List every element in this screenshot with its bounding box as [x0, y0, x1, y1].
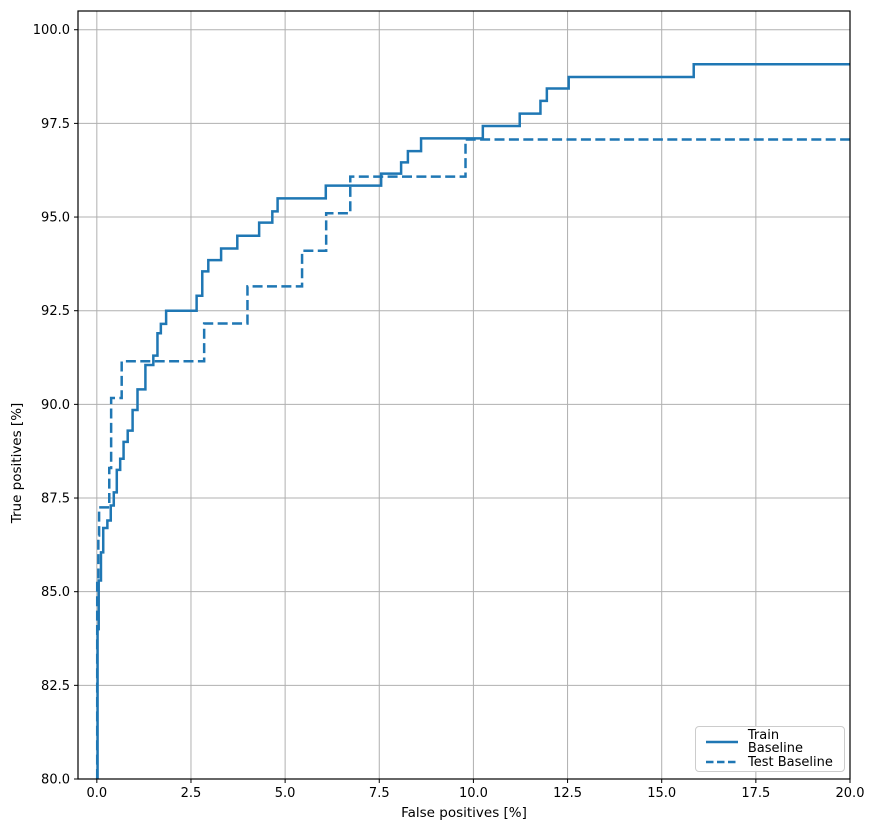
series-train-baseline [96, 62, 850, 779]
y-tick-label: 95.0 [41, 211, 70, 226]
y-tick-label: 90.0 [41, 398, 70, 413]
legend-solid-line-icon [706, 741, 738, 744]
legend-dashed-line-icon [706, 760, 738, 764]
legend-label-train-baseline: Train Baseline [747, 728, 803, 757]
y-tick-label: 80.0 [41, 773, 70, 788]
y-tick-label: 85.0 [41, 585, 70, 600]
legend-label-test-baseline: Test Baseline [748, 754, 833, 770]
x-tick-label: 7.5 [369, 786, 390, 801]
legend-item-test-baseline: Test Baseline [705, 756, 838, 769]
x-tick-label: 12.5 [553, 786, 582, 801]
x-tick-label: 17.5 [741, 786, 770, 801]
x-tick-label: 15.0 [647, 786, 676, 801]
legend-item-train-baseline: Train Baseline [705, 729, 838, 755]
x-tick-label: 5.0 [275, 786, 296, 801]
y-tick-label: 97.5 [41, 117, 70, 132]
series-test-baseline [95, 138, 850, 779]
x-tick-label: 0.0 [86, 786, 107, 801]
y-tick-label: 82.5 [41, 679, 70, 694]
plot-border [77, 10, 851, 780]
y-tick-label: 87.5 [41, 492, 70, 507]
x-axis-title: False positives [%] [401, 805, 527, 821]
y-axis-title: True positives [%] [9, 402, 25, 524]
x-tick-label: 20.0 [836, 786, 865, 801]
y-tick-label: 100.0 [33, 23, 70, 38]
y-tick-label: 92.5 [41, 304, 70, 319]
legend: Train Baseline Test Baseline [695, 726, 845, 772]
x-tick-label: 2.5 [181, 786, 202, 801]
x-tick-label: 10.0 [459, 786, 488, 801]
